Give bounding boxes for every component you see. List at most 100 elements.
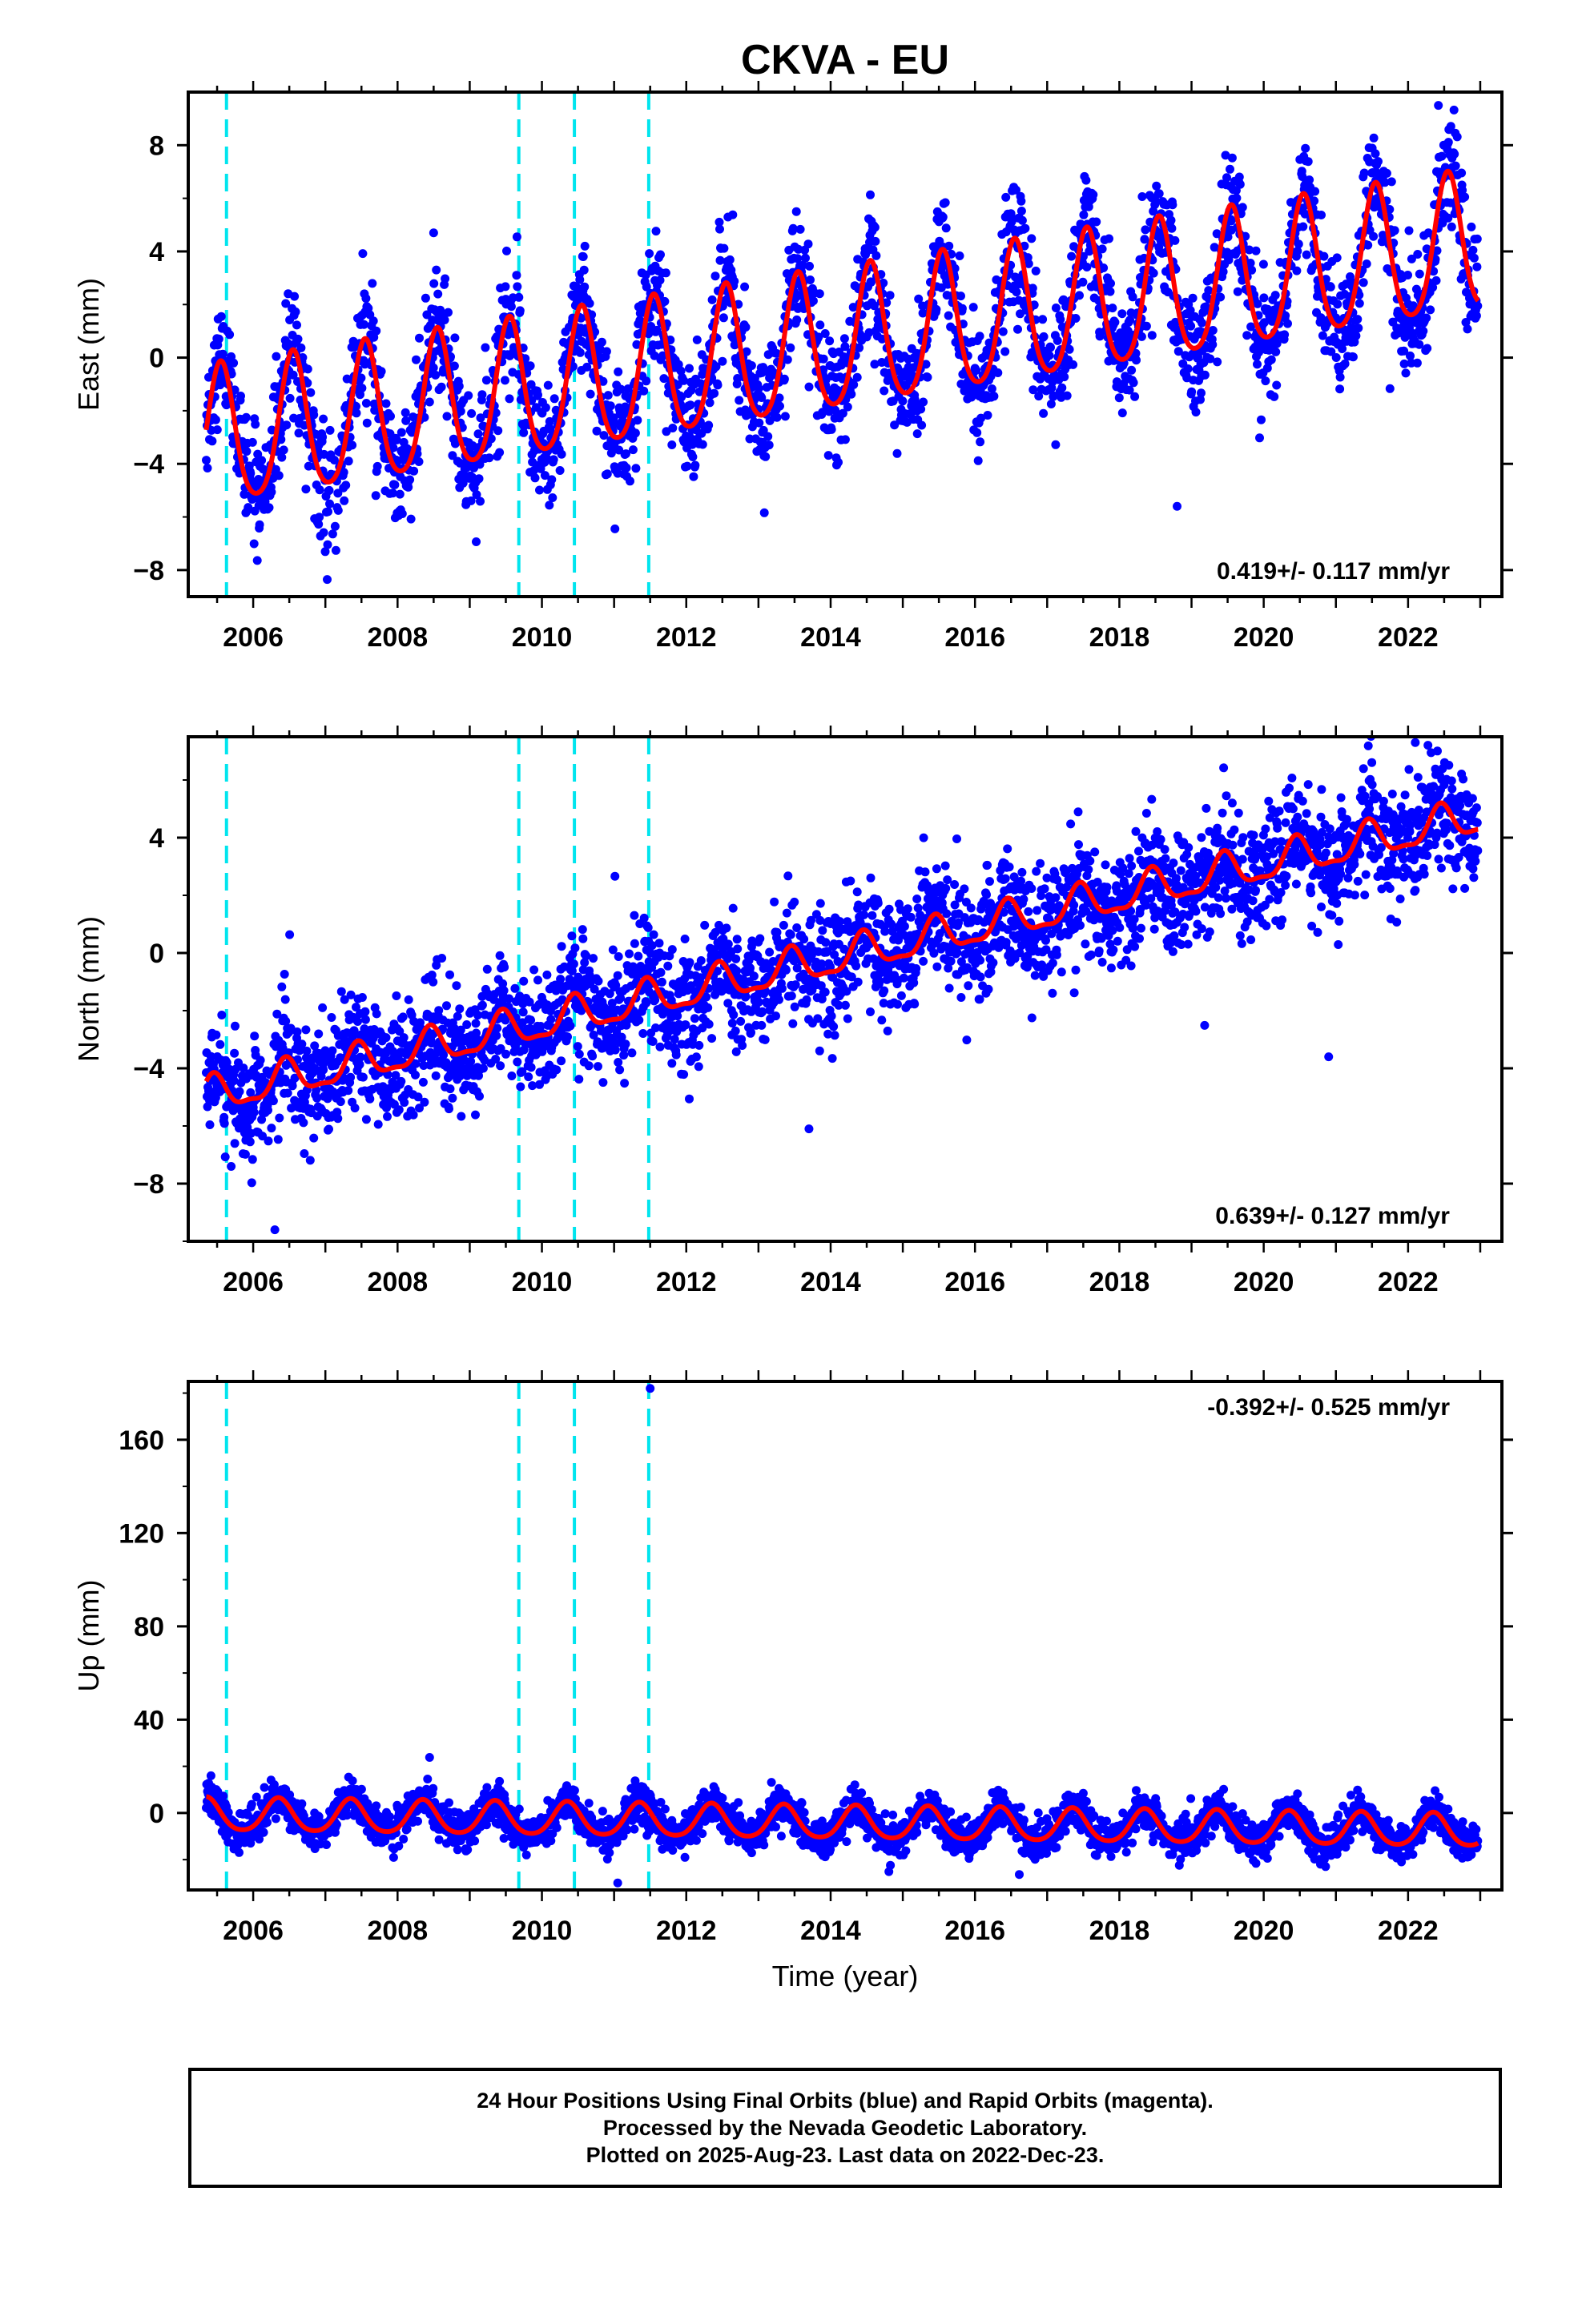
data-point-north-1472 bbox=[827, 1011, 836, 1021]
data-point-north-1742 bbox=[941, 883, 951, 893]
data-point-north-337 bbox=[346, 1072, 356, 1082]
data-point-north-1769 bbox=[952, 834, 961, 843]
data-point-north-1564 bbox=[866, 873, 876, 883]
data-point-east-1486 bbox=[820, 329, 830, 338]
data-point-east-1624 bbox=[879, 278, 888, 287]
data-point-north-1040 bbox=[643, 923, 653, 932]
data-point-north-989 bbox=[621, 1039, 630, 1049]
data-point-north-910 bbox=[589, 954, 598, 963]
data-point-east-2746 bbox=[1354, 324, 1363, 333]
data-point-north-969 bbox=[613, 971, 622, 980]
data-point-north-600 bbox=[456, 1025, 465, 1035]
data-point-east-2853 bbox=[1401, 368, 1411, 378]
data-point-north-306 bbox=[332, 1108, 342, 1117]
data-point-north-11 bbox=[206, 1051, 215, 1061]
data-point-north-166 bbox=[272, 1009, 282, 1019]
data-point-north-894 bbox=[582, 951, 591, 961]
data-point-east-827 bbox=[545, 416, 554, 426]
data-point-east-655 bbox=[475, 460, 485, 469]
data-point-east-2617 bbox=[1298, 222, 1308, 231]
data-point-north-1203 bbox=[713, 967, 722, 976]
data-point-east-0 bbox=[202, 456, 211, 465]
data-point-east-2137 bbox=[1097, 244, 1107, 254]
data-point-north-464 bbox=[400, 1098, 409, 1108]
data-point-north-986 bbox=[620, 1079, 630, 1088]
data-point-north-1305 bbox=[757, 1020, 767, 1030]
data-point-east-2744 bbox=[1353, 315, 1363, 324]
data-point-north-683 bbox=[493, 1023, 502, 1033]
data-point-north-1240 bbox=[728, 903, 738, 913]
data-point-north-711 bbox=[505, 994, 513, 1003]
data-point-east-185 bbox=[279, 445, 288, 455]
data-point-east-1880 bbox=[987, 384, 996, 393]
model-fit-curve-east bbox=[203, 168, 1480, 496]
data-point-east-37 bbox=[216, 312, 226, 321]
data-point-east-2168 bbox=[1110, 317, 1120, 327]
data-point-east-2435 bbox=[1222, 173, 1231, 183]
data-point-east-1033 bbox=[630, 428, 640, 438]
data-point-east-2916 bbox=[1428, 283, 1438, 292]
data-point-east-1450 bbox=[804, 382, 814, 392]
data-point-east-2903 bbox=[1422, 313, 1431, 323]
data-point-east-1403 bbox=[786, 343, 795, 352]
data-point-east-1626 bbox=[880, 386, 889, 396]
data-point-north-213 bbox=[292, 1027, 302, 1036]
data-point-east-916 bbox=[582, 362, 592, 372]
data-point-north-1602 bbox=[883, 1026, 892, 1035]
data-point-north-836 bbox=[557, 942, 566, 951]
data-point-east-2205 bbox=[1125, 316, 1135, 325]
data-point-east-1010 bbox=[622, 463, 631, 472]
data-point-north-1250 bbox=[732, 935, 742, 944]
data-point-north-1189 bbox=[707, 1034, 717, 1043]
data-point-north-964 bbox=[611, 980, 621, 990]
ytick-label-east-4: 8 bbox=[149, 131, 164, 161]
data-point-east-306 bbox=[330, 521, 340, 531]
data-point-east-1655 bbox=[892, 448, 902, 458]
data-point-north-690 bbox=[495, 951, 505, 960]
data-point-east-823 bbox=[543, 380, 553, 390]
data-point-east-702 bbox=[495, 448, 505, 457]
data-point-east-717 bbox=[501, 282, 510, 292]
data-point-north-833 bbox=[556, 975, 566, 984]
data-point-east-1871 bbox=[983, 411, 992, 420]
data-point-east-2815 bbox=[1385, 205, 1395, 214]
data-point-north-1445 bbox=[815, 1046, 824, 1055]
data-point-east-474 bbox=[401, 408, 410, 417]
data-point-north-1003 bbox=[627, 1048, 637, 1058]
data-point-east-2391 bbox=[1204, 286, 1214, 296]
data-point-east-1059 bbox=[642, 376, 651, 386]
data-point-north-1109 bbox=[673, 1011, 682, 1021]
data-point-east-2234 bbox=[1137, 332, 1146, 341]
data-point-north-1638 bbox=[899, 973, 908, 983]
data-point-north-1490 bbox=[834, 1000, 843, 1010]
data-point-east-466 bbox=[397, 509, 407, 518]
data-point-north-1155 bbox=[691, 1052, 701, 1062]
data-point-east-336 bbox=[344, 456, 353, 466]
data-point-east-1300 bbox=[741, 323, 751, 332]
data-point-east-1434 bbox=[798, 260, 807, 270]
data-point-north-324 bbox=[340, 995, 349, 1004]
data-point-east-2153 bbox=[1105, 234, 1113, 243]
data-point-east-299 bbox=[325, 425, 335, 435]
data-point-east-998 bbox=[616, 384, 626, 394]
data-point-north-249 bbox=[309, 1133, 319, 1143]
data-point-east-2311 bbox=[1170, 317, 1180, 327]
data-point-east-34 bbox=[215, 380, 225, 390]
data-point-north-474 bbox=[404, 995, 413, 1004]
data-point-east-1471 bbox=[814, 332, 823, 342]
data-point-east-1378 bbox=[775, 401, 784, 411]
data-point-east-1269 bbox=[728, 210, 738, 219]
data-point-east-250 bbox=[306, 388, 316, 397]
data-point-east-217 bbox=[292, 320, 301, 330]
data-point-east-1123 bbox=[667, 440, 677, 449]
data-point-east-460 bbox=[395, 489, 405, 499]
data-point-east-1159 bbox=[682, 461, 692, 471]
data-point-east-952 bbox=[597, 337, 606, 347]
data-point-east-826 bbox=[545, 501, 554, 510]
data-point-north-878 bbox=[574, 1075, 584, 1084]
data-point-east-1163 bbox=[685, 364, 694, 373]
data-point-east-380 bbox=[361, 294, 371, 304]
data-point-east-895 bbox=[574, 330, 583, 340]
data-point-east-1855 bbox=[976, 413, 986, 423]
data-point-east-1009 bbox=[622, 449, 630, 459]
